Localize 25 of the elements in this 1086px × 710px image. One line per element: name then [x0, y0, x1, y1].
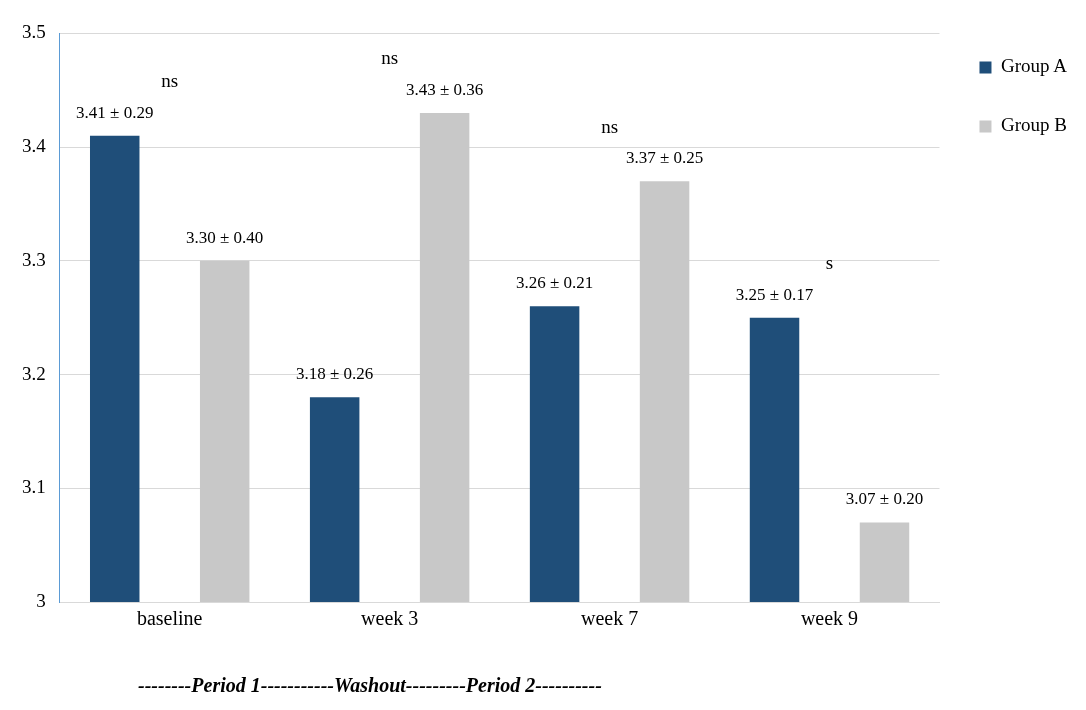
data-label: 3.41 ± 0.29: [76, 102, 154, 122]
data-label: 3.18 ± 0.26: [295, 364, 374, 384]
x-tick-label: week 7: [580, 607, 639, 630]
x-tick-label: week 3: [361, 607, 419, 630]
y-tick-label: 3.5: [22, 21, 46, 43]
data-label: 3.26 ± 0.21: [515, 273, 594, 293]
y-tick-label: 3: [36, 589, 46, 611]
annotation: s: [825, 252, 834, 274]
annotation: ns: [381, 47, 399, 69]
x-tick-label: week 9: [800, 607, 859, 630]
text: --------Period 1-----------Washout---------Period 2----------: [138, 674, 603, 697]
y-tick-label: 3.1: [22, 476, 46, 498]
annotation: ns: [161, 70, 179, 92]
legend-label: Group B: [1000, 114, 1067, 136]
annotation: ns: [601, 115, 619, 137]
y-tick-label: 3.3: [22, 248, 46, 270]
legend-label: Group A: [1000, 55, 1068, 77]
data-label: 3.25 ± 0.17: [735, 284, 814, 304]
y-tick-label: 3.2: [22, 362, 46, 384]
data-label: 3.30 ± 0.40: [186, 227, 264, 247]
x-tick-label: baseline: [136, 607, 203, 630]
data-label: 3.07 ± 0.20: [845, 489, 924, 509]
data-label: 3.37 ± 0.25: [625, 148, 704, 168]
y-tick-label: 3.4: [22, 135, 47, 157]
data-label: 3.43 ± 0.36: [405, 79, 484, 99]
